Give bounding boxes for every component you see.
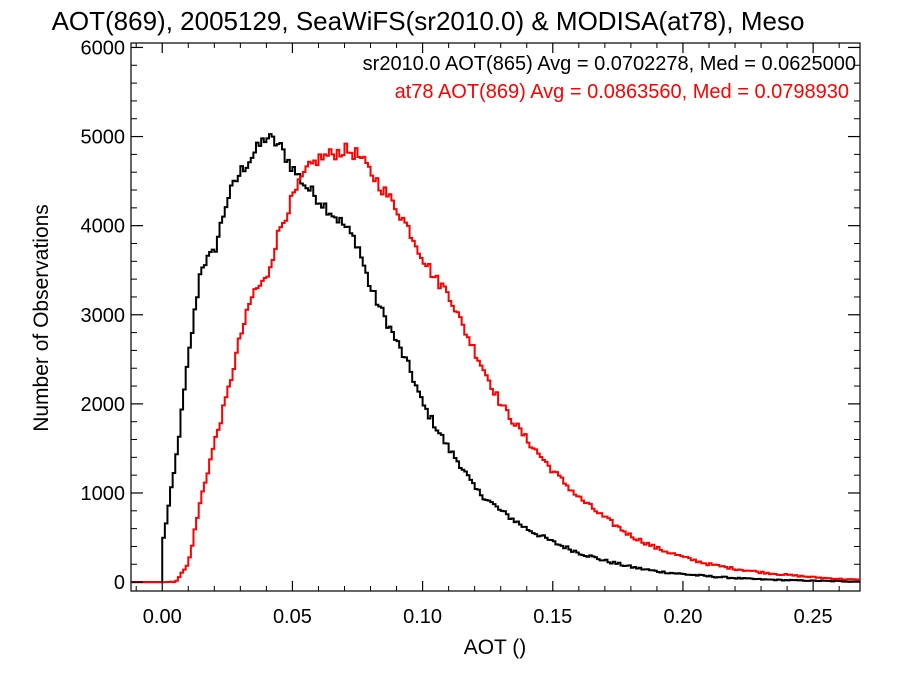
x-tick-label: 0.00 [143, 606, 182, 628]
series-layer [131, 133, 860, 584]
y-axis-title: Number of Observations [30, 204, 53, 432]
x-tick-label: 0.25 [794, 606, 833, 628]
x-tick-label: 0.15 [533, 606, 572, 628]
y-tick-label: 2000 [81, 394, 126, 416]
y-tick-label: 6000 [81, 37, 126, 59]
y-tick-label: 0 [114, 572, 125, 594]
x-tick-label: 0.05 [273, 606, 312, 628]
chart-title: AOT(869), 2005129, SeaWiFS(sr2010.0) & M… [52, 6, 805, 36]
y-tick-label: 3000 [81, 305, 126, 327]
y-tick-label: 4000 [81, 216, 126, 238]
series-line-sr2010-0 [131, 133, 860, 584]
x-tick-label: 0.10 [403, 606, 442, 628]
axis-ticks: 0.00 0.05 0.10 0.15 0.20 0.25 0 1000 2000 3000 400… [81, 37, 860, 628]
legend-entry-sr2010: sr2010.0 AOT(865) Avg = 0.0702278, Med =… [363, 53, 856, 75]
x-tick-label: 0.20 [663, 606, 702, 628]
y-tick-label: 5000 [81, 127, 126, 149]
series-line-at78 [131, 142, 860, 584]
x-axis-title: AOT () [464, 636, 527, 659]
plot-area-frame [130, 42, 861, 592]
y-tick-label: 1000 [81, 483, 126, 505]
legend-entry-at78: at78 AOT(869) Avg = 0.0863560, Med = 0.0… [395, 81, 849, 103]
